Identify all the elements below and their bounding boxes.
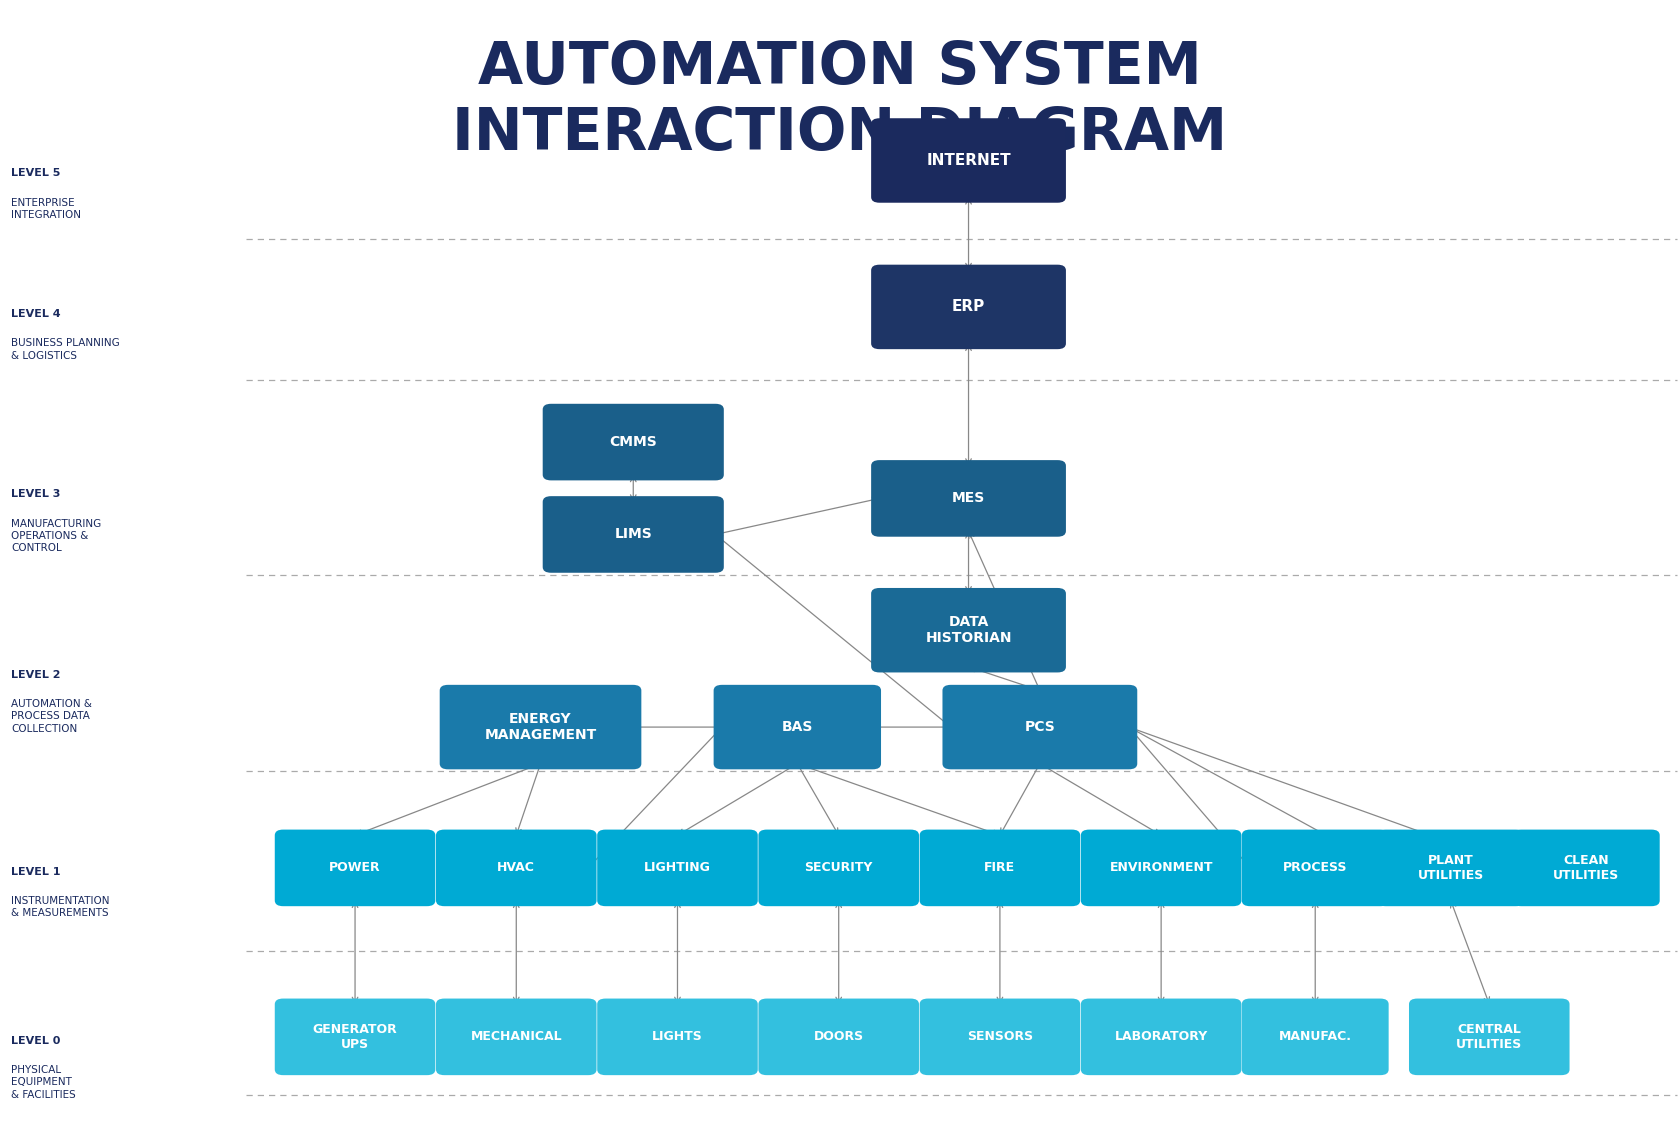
Text: LEVEL 0: LEVEL 0 <box>12 1036 60 1046</box>
FancyBboxPatch shape <box>1514 830 1660 907</box>
Text: SENSORS: SENSORS <box>968 1030 1033 1044</box>
Text: SECURITY: SECURITY <box>805 861 874 874</box>
Text: LIMS: LIMS <box>615 528 652 541</box>
Text: LEVEL 5: LEVEL 5 <box>12 169 60 179</box>
Text: INTERNET: INTERNET <box>926 153 1011 168</box>
FancyBboxPatch shape <box>1080 998 1242 1075</box>
Text: LIGHTING: LIGHTING <box>643 861 711 874</box>
Text: MECHANICAL: MECHANICAL <box>470 1030 563 1044</box>
Text: ENVIRONMENT: ENVIRONMENT <box>1109 861 1213 874</box>
Text: LEVEL 1: LEVEL 1 <box>12 867 60 877</box>
FancyBboxPatch shape <box>276 830 435 907</box>
Text: AUTOMATION &
PROCESS DATA
COLLECTION: AUTOMATION & PROCESS DATA COLLECTION <box>12 698 92 734</box>
FancyBboxPatch shape <box>1410 998 1569 1075</box>
Text: INSTRUMENTATION
& MEASUREMENTS: INSTRUMENTATION & MEASUREMENTS <box>12 897 109 918</box>
Text: ENTERPRISE
INTEGRATION: ENTERPRISE INTEGRATION <box>12 198 81 220</box>
FancyBboxPatch shape <box>543 404 724 480</box>
Text: GENERATOR
UPS: GENERATOR UPS <box>312 1023 398 1050</box>
FancyBboxPatch shape <box>758 998 919 1075</box>
Text: CMMS: CMMS <box>610 435 657 449</box>
Text: PCS: PCS <box>1025 720 1055 734</box>
FancyBboxPatch shape <box>714 685 880 770</box>
Text: DOORS: DOORS <box>813 1030 864 1044</box>
Text: LEVEL 4: LEVEL 4 <box>12 309 60 319</box>
Text: PHYSICAL
EQUIPMENT
& FACILITIES: PHYSICAL EQUIPMENT & FACILITIES <box>12 1065 76 1100</box>
FancyBboxPatch shape <box>276 998 435 1075</box>
FancyBboxPatch shape <box>1242 830 1389 907</box>
Text: BAS: BAS <box>781 720 813 734</box>
Text: PLANT
UTILITIES: PLANT UTILITIES <box>1418 854 1483 882</box>
Text: CLEAN
UTILITIES: CLEAN UTILITIES <box>1554 854 1620 882</box>
Text: LIGHTS: LIGHTS <box>652 1030 702 1044</box>
FancyBboxPatch shape <box>1080 830 1242 907</box>
FancyBboxPatch shape <box>942 685 1137 770</box>
Text: MES: MES <box>953 491 984 505</box>
Text: DATA
HISTORIAN: DATA HISTORIAN <box>926 615 1011 645</box>
FancyBboxPatch shape <box>919 830 1080 907</box>
Text: AUTOMATION SYSTEM
INTERACTION DIAGRAM: AUTOMATION SYSTEM INTERACTION DIAGRAM <box>452 38 1228 162</box>
FancyBboxPatch shape <box>758 830 919 907</box>
FancyBboxPatch shape <box>437 830 596 907</box>
FancyBboxPatch shape <box>872 265 1065 349</box>
Text: ENERGY
MANAGEMENT: ENERGY MANAGEMENT <box>484 712 596 743</box>
Text: CENTRAL
UTILITIES: CENTRAL UTILITIES <box>1457 1023 1522 1050</box>
FancyBboxPatch shape <box>919 998 1080 1075</box>
Text: MANUFACTURING
OPERATIONS &
CONTROL: MANUFACTURING OPERATIONS & CONTROL <box>12 518 101 554</box>
FancyBboxPatch shape <box>1378 830 1524 907</box>
Text: PROCESS: PROCESS <box>1284 861 1347 874</box>
Text: LEVEL 2: LEVEL 2 <box>12 670 60 679</box>
Text: BUSINESS PLANNING
& LOGISTICS: BUSINESS PLANNING & LOGISTICS <box>12 338 119 361</box>
Text: ERP: ERP <box>953 300 984 315</box>
Text: LEVEL 3: LEVEL 3 <box>12 489 60 499</box>
FancyBboxPatch shape <box>437 998 596 1075</box>
Text: HVAC: HVAC <box>497 861 536 874</box>
Text: LABORATORY: LABORATORY <box>1114 1030 1208 1044</box>
FancyBboxPatch shape <box>872 460 1065 537</box>
Text: POWER: POWER <box>329 861 381 874</box>
FancyBboxPatch shape <box>872 588 1065 672</box>
FancyBboxPatch shape <box>440 685 642 770</box>
Text: MANUFAC.: MANUFAC. <box>1278 1030 1352 1044</box>
FancyBboxPatch shape <box>872 118 1065 203</box>
FancyBboxPatch shape <box>1242 998 1389 1075</box>
FancyBboxPatch shape <box>596 998 758 1075</box>
FancyBboxPatch shape <box>543 496 724 573</box>
Text: FIRE: FIRE <box>984 861 1015 874</box>
FancyBboxPatch shape <box>596 830 758 907</box>
